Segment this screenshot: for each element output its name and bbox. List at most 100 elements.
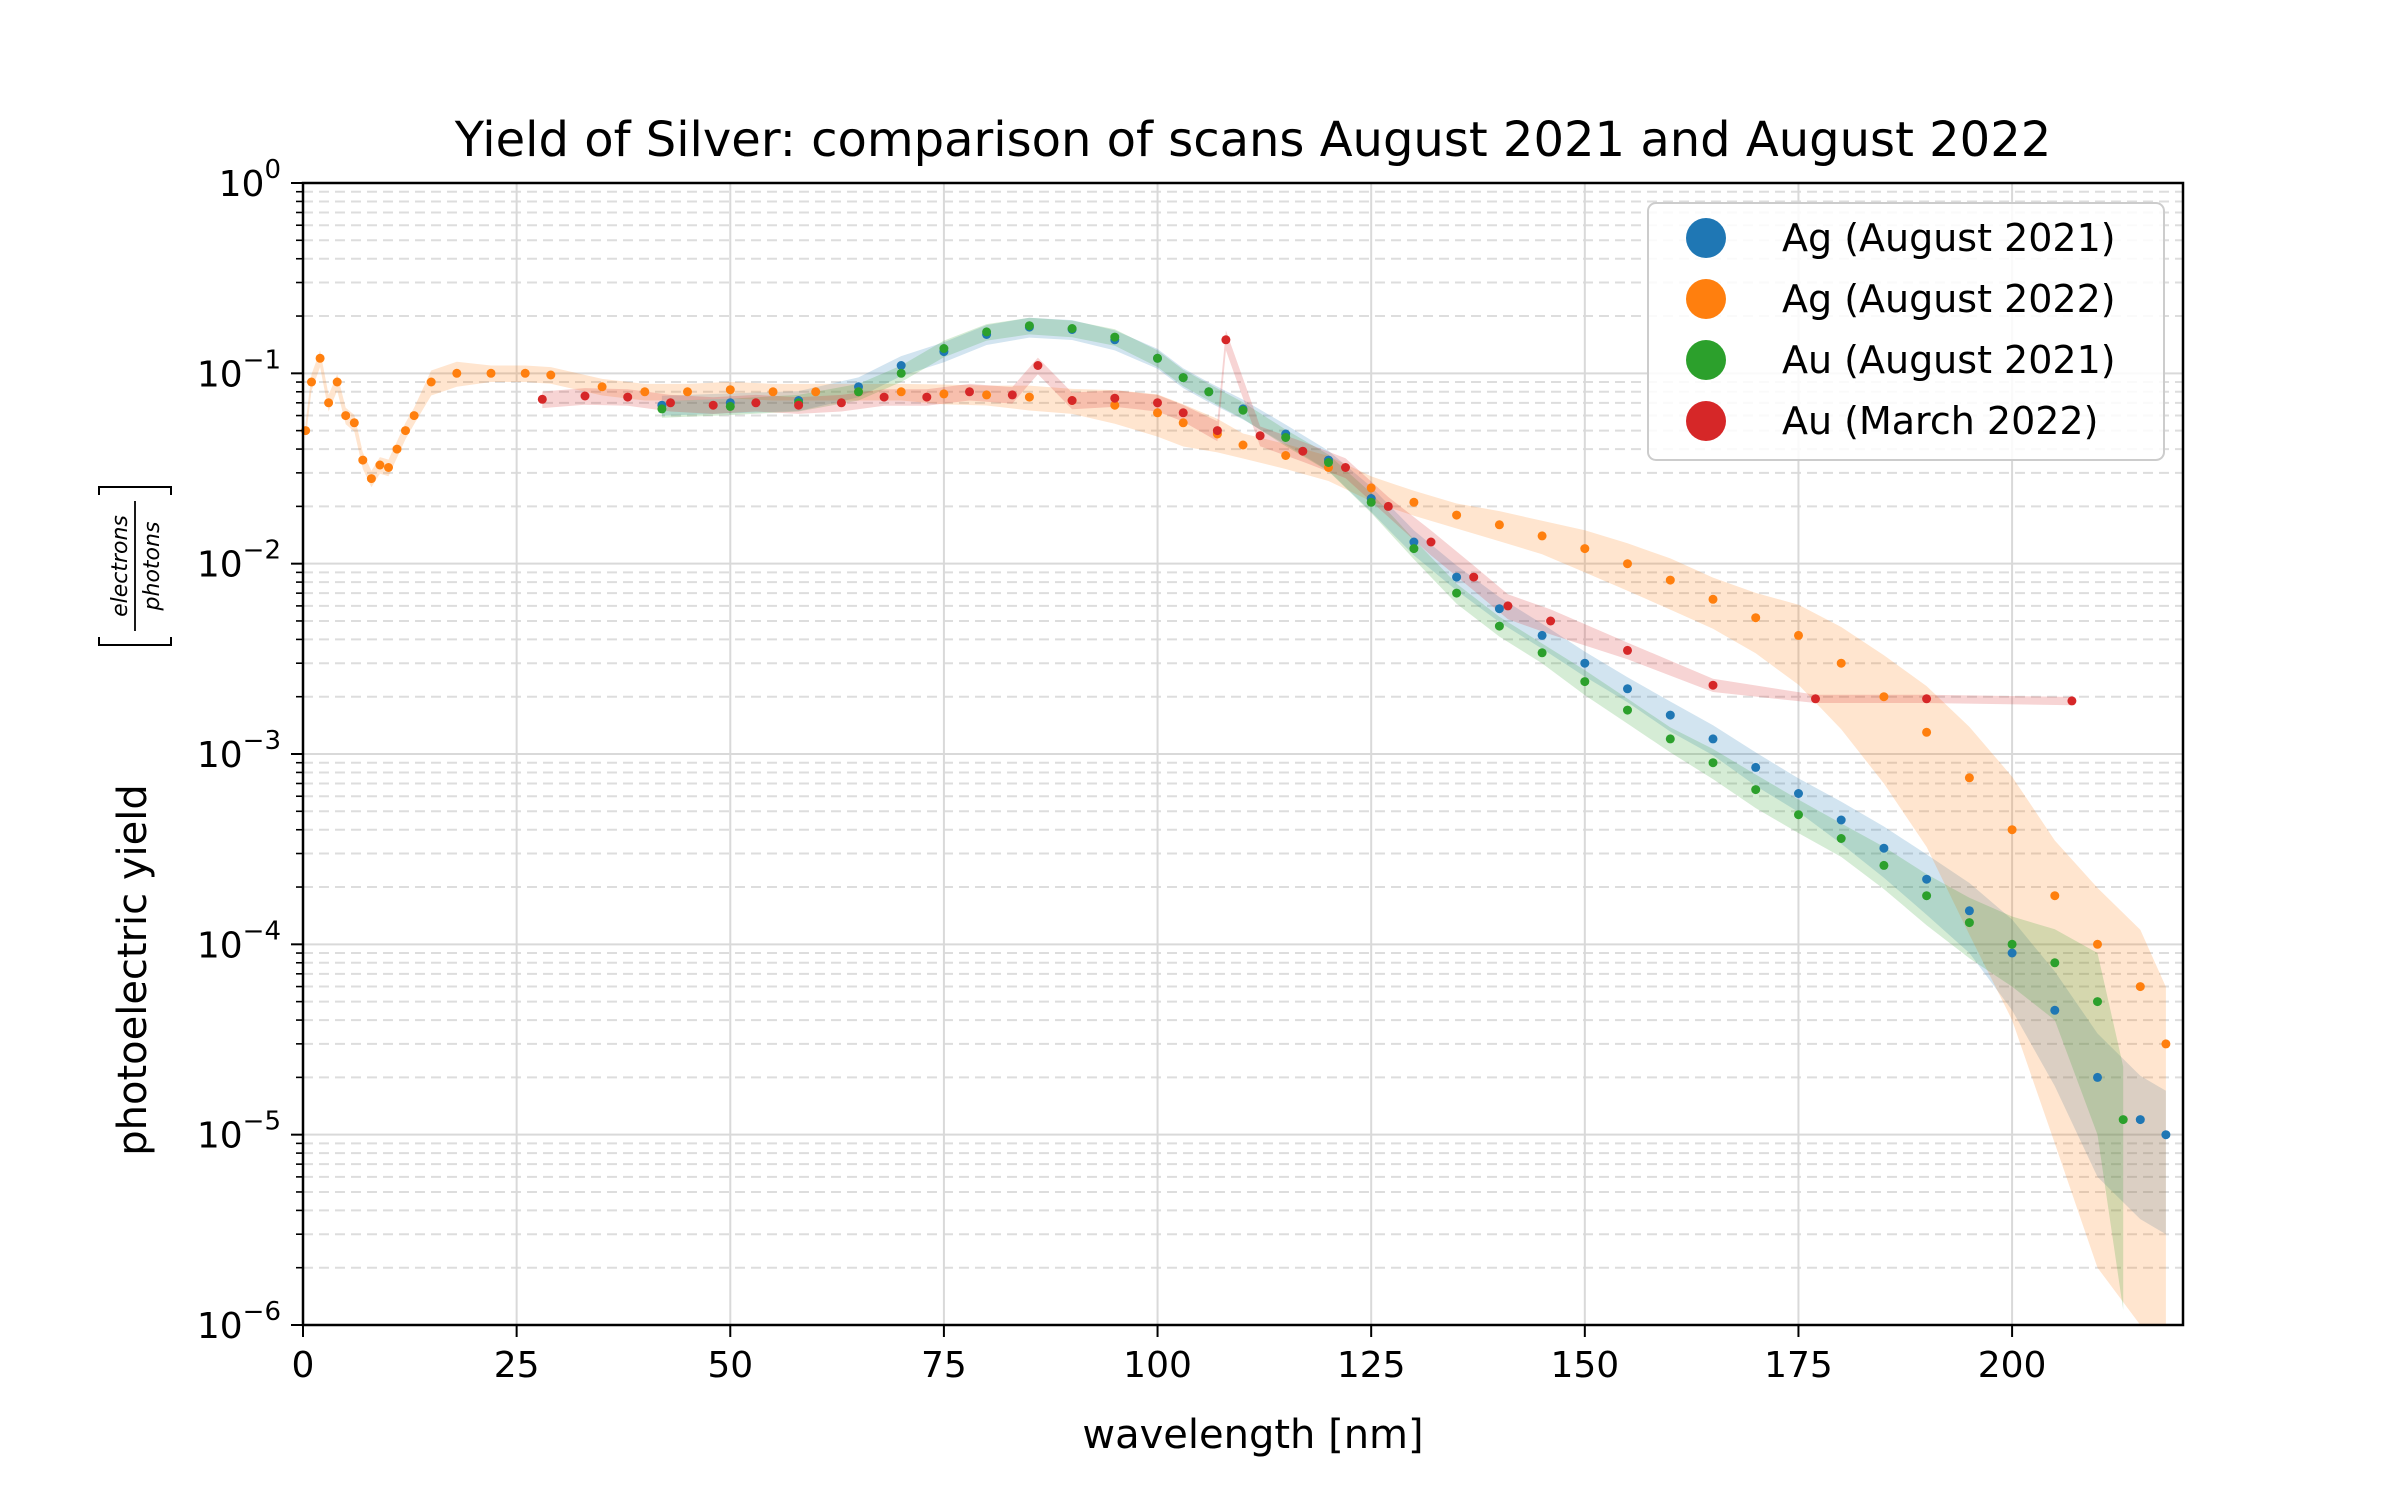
data-point xyxy=(358,455,368,465)
data-point xyxy=(1665,575,1675,585)
data-point xyxy=(1879,843,1889,853)
legend-marker xyxy=(1686,401,1726,441)
data-point xyxy=(315,353,325,363)
legend-label: Au (March 2022) xyxy=(1782,399,2098,443)
x-tick-label: 0 xyxy=(292,1345,315,1386)
data-point xyxy=(1178,373,1188,383)
data-point xyxy=(1238,440,1248,450)
uncertainty-band xyxy=(661,317,2124,1310)
data-point xyxy=(1494,621,1504,631)
data-point xyxy=(1221,335,1231,345)
y-tick-label: 10−3 xyxy=(197,726,281,776)
data-point xyxy=(982,327,992,337)
data-point xyxy=(1751,785,1761,795)
data-point xyxy=(1537,630,1547,640)
data-point xyxy=(1341,463,1350,472)
y-tick-label: 10−4 xyxy=(197,916,281,966)
data-point xyxy=(2135,1115,2145,1125)
data-point xyxy=(1383,501,1393,511)
data-point xyxy=(2118,1115,2128,1125)
data-point xyxy=(520,368,530,378)
y-tick-label: 100 xyxy=(219,155,281,205)
chart-title: Yield of Silver: comparison of scans Aug… xyxy=(454,112,2052,168)
data-point xyxy=(666,398,675,408)
data-point xyxy=(1537,648,1547,658)
minor-gridlines xyxy=(303,190,2183,1269)
data-point xyxy=(1836,658,1846,668)
data-point xyxy=(1452,572,1462,582)
x-tick-label: 175 xyxy=(1764,1345,1833,1386)
data-point xyxy=(896,361,906,370)
data-point xyxy=(657,404,667,414)
data-point xyxy=(1623,645,1632,655)
data-point xyxy=(332,377,342,387)
legend: Ag (August 2021) Ag (August 2022) Au (Augu… xyxy=(1647,202,2165,461)
series-group xyxy=(537,335,2077,706)
data-point xyxy=(623,392,633,402)
data-point xyxy=(2161,1039,2171,1049)
data-point xyxy=(2093,939,2102,949)
legend-label: Au (August 2021) xyxy=(1782,338,2116,382)
data-point xyxy=(982,390,992,400)
data-point xyxy=(1324,458,1333,467)
data-point xyxy=(1153,408,1162,418)
x-tick-label: 200 xyxy=(1978,1345,2047,1386)
data-point xyxy=(1298,446,1308,456)
data-point xyxy=(1922,727,1932,737)
data-point xyxy=(1623,705,1632,715)
data-point xyxy=(1879,692,1889,702)
data-point xyxy=(1836,815,1846,825)
data-point xyxy=(1153,398,1162,408)
data-point xyxy=(401,426,410,436)
data-point xyxy=(879,392,889,402)
data-point xyxy=(896,387,906,397)
data-point xyxy=(324,398,334,408)
data-point xyxy=(1537,531,1547,541)
data-point xyxy=(1110,393,1120,403)
data-point xyxy=(1708,594,1718,604)
data-point xyxy=(725,385,735,395)
data-point xyxy=(2050,958,2060,968)
data-point xyxy=(640,387,650,397)
y-axis-label-group: photoelectric yield electrons photons xyxy=(98,486,172,1156)
x-axis-ticks: 0 25 50 75 100 125 150 175 200 xyxy=(292,1325,2047,1386)
data-point xyxy=(341,411,351,421)
data-point xyxy=(546,370,556,380)
series-layer xyxy=(301,321,2171,1140)
data-point xyxy=(307,377,316,387)
data-point xyxy=(2161,1130,2171,1140)
data-point xyxy=(1409,537,1419,547)
data-point xyxy=(1580,658,1590,668)
data-point xyxy=(854,387,863,397)
data-point xyxy=(2067,696,2077,706)
data-point xyxy=(1024,321,1034,331)
data-point xyxy=(2007,939,2017,949)
y-tick-label: 10−2 xyxy=(197,536,281,586)
y-axis-label: photoelectric yield xyxy=(110,784,156,1156)
data-point xyxy=(1708,758,1718,768)
uncertainty-band xyxy=(305,350,2166,1325)
data-point xyxy=(1708,680,1718,690)
data-point xyxy=(1794,810,1803,820)
data-point xyxy=(349,418,359,428)
data-point xyxy=(1665,734,1675,744)
data-point xyxy=(1964,906,1974,916)
data-point xyxy=(1452,588,1462,598)
data-point xyxy=(2050,1005,2060,1015)
data-point xyxy=(1469,572,1479,582)
data-point xyxy=(2050,891,2060,901)
data-point xyxy=(1033,361,1043,370)
data-point xyxy=(486,368,496,378)
data-point xyxy=(1794,789,1803,798)
uncertainty-bands xyxy=(305,317,2166,1325)
data-point xyxy=(939,344,949,353)
data-point xyxy=(2007,948,2017,958)
legend-marker xyxy=(1686,279,1726,319)
data-point xyxy=(1494,604,1504,614)
data-point xyxy=(708,400,718,410)
unit-bracket-right xyxy=(98,486,172,495)
data-point xyxy=(1426,537,1436,547)
unit-bracket-left xyxy=(98,637,172,646)
data-point xyxy=(1007,390,1017,400)
